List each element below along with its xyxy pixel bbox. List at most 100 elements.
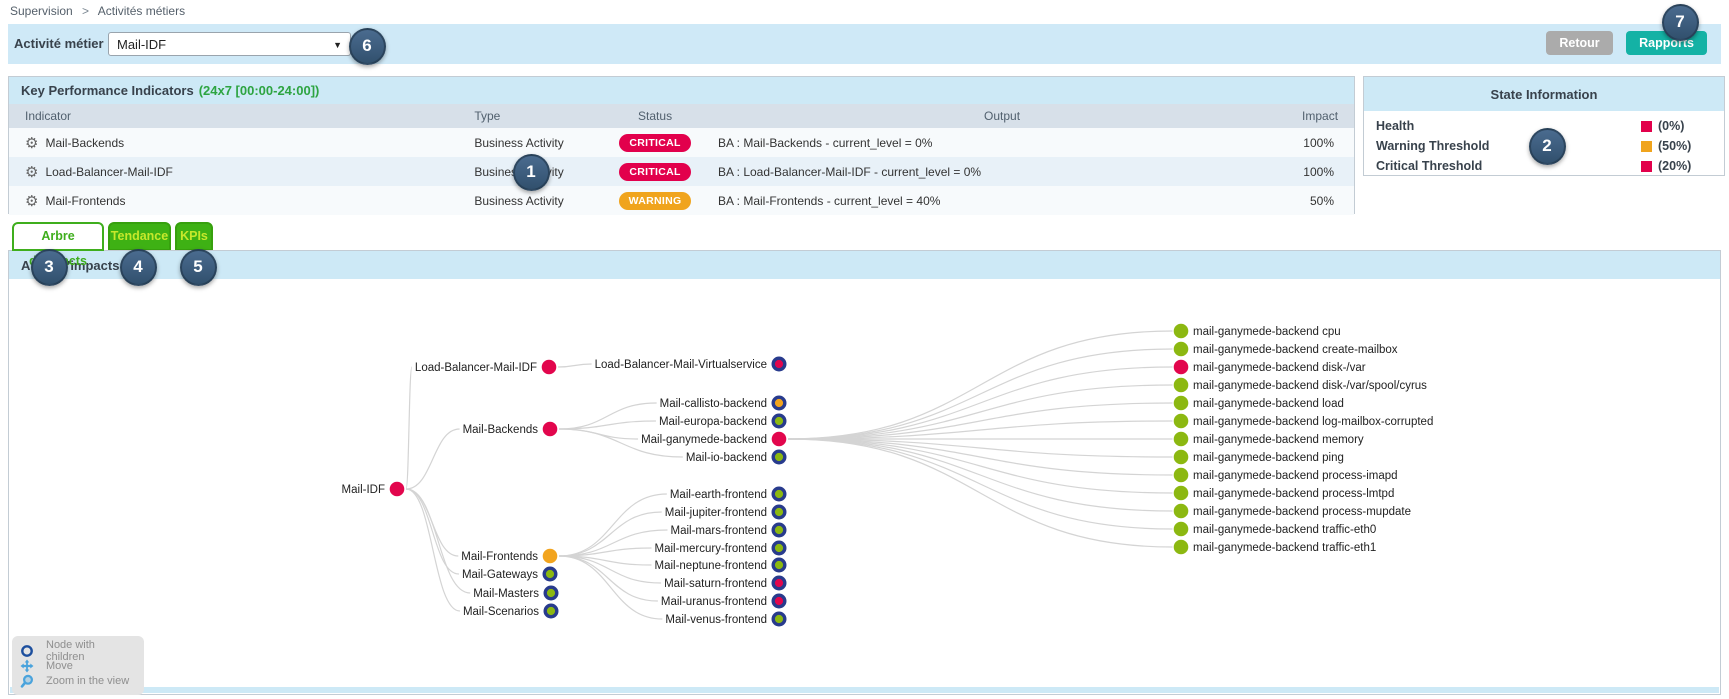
tree-node-load[interactable] xyxy=(1173,395,1189,411)
tree-node-neptune[interactable] xyxy=(771,557,787,573)
annotation-badge-7: 7 xyxy=(1661,3,1699,41)
status-badge: CRITICAL xyxy=(619,162,691,181)
kpi-indicator-name: Mail-Backends xyxy=(45,135,125,150)
tab-kpis[interactable]: KPIs xyxy=(175,222,213,251)
tree-node-callisto[interactable] xyxy=(771,395,787,411)
tab-tendance[interactable]: Tendance xyxy=(108,222,171,251)
kpi-column-header-indicator: Indicator xyxy=(25,109,72,123)
gear-icon[interactable]: ⚙ xyxy=(25,134,39,152)
breadcrumb-link-activites-metiers[interactable]: Activités métiers xyxy=(97,4,186,18)
kpi-row: ⚙ Mail-Frontends Business Activity WARNING B… xyxy=(9,186,1354,215)
impact-tree-panel: Arbre d'impacts xyxy=(8,250,1721,695)
kpi-column-header-status: Status xyxy=(638,109,673,123)
toolbar: Activité métier Mail-IDF ▼ Retour Rappor… xyxy=(8,24,1721,64)
legend-item-label: Node with children xyxy=(46,638,95,663)
state-info-row: Warning Threshold (50%) xyxy=(1364,136,1724,156)
tree-node-traffic-eth1[interactable] xyxy=(1173,539,1189,555)
state-info-value: (50%) xyxy=(1658,139,1692,153)
state-color-swatch xyxy=(1641,160,1652,172)
kpi-period-text: (24x7 [00:00-24:00]) xyxy=(198,83,320,98)
tree-node-traffic-eth0[interactable] xyxy=(1173,521,1189,537)
tab-arbre-d-impacts[interactable]: Arbre d'impacts xyxy=(12,222,104,268)
tree-node-uranus[interactable] xyxy=(771,593,787,609)
legend-item-label: Move xyxy=(46,659,73,672)
kpi-output: BA : Mail-Backends - current_level = 0% xyxy=(717,135,933,150)
state-info-value: (20%) xyxy=(1658,159,1692,173)
tree-node-jupiter[interactable] xyxy=(771,504,787,520)
select-caret-icon: ▼ xyxy=(333,40,342,50)
kpi-impact: 50% xyxy=(1309,193,1334,208)
kpi-type: Business Activity xyxy=(474,135,564,150)
tree-node-masters[interactable] xyxy=(543,585,559,601)
kpi-impact: 100% xyxy=(1303,135,1334,150)
tree-node-process-lmtpd[interactable] xyxy=(1173,485,1189,501)
tree-node-mail-idf[interactable] xyxy=(389,481,405,497)
tree-node-ping[interactable] xyxy=(1173,449,1189,465)
breadcrumb: Supervision > Activités métiers xyxy=(10,4,185,18)
annotation-badge-4: 4 xyxy=(119,248,157,286)
tree-node-io[interactable] xyxy=(771,449,787,465)
kpi-panel: Key Performance Indicators (24x7 [00:00-… xyxy=(8,76,1355,215)
business-activity-select[interactable]: Mail-IDF ▼ xyxy=(108,32,351,56)
tree-node-backends[interactable] xyxy=(542,421,558,437)
tree-node-vs[interactable] xyxy=(771,356,787,372)
kpi-table-body: ⚙ Mail-Backends Business Activity CRITICAL B… xyxy=(9,128,1354,215)
kpi-type: Business Activity xyxy=(474,193,564,208)
tree-node-lb[interactable] xyxy=(541,359,557,375)
state-info-row: Health (0%) xyxy=(1364,116,1724,136)
impact-tree-panel-footer xyxy=(10,687,1719,693)
status-badge: WARNING xyxy=(618,191,692,210)
node-with-children-icon xyxy=(20,644,40,658)
tree-node-scenarios[interactable] xyxy=(543,603,559,619)
tree-node-mercury[interactable] xyxy=(771,540,787,556)
legend-item-label: Zoom in the view xyxy=(46,674,130,687)
legend-item: Move xyxy=(20,658,136,673)
kpi-indicator-name: Load-Balancer-Mail-IDF xyxy=(45,164,173,179)
tree-node-mars[interactable] xyxy=(771,522,787,538)
gear-icon[interactable]: ⚙ xyxy=(25,192,39,210)
tree-node-create-mailbox[interactable] xyxy=(1173,341,1189,357)
tree-node-memory[interactable] xyxy=(1173,431,1189,447)
tree-node-process-imapd[interactable] xyxy=(1173,467,1189,483)
legend-item: Zoom in the view xyxy=(20,673,136,688)
kpi-title-text: Key Performance Indicators xyxy=(21,83,194,98)
business-activity-select-value: Mail-IDF xyxy=(117,37,167,52)
tree-node-cpu[interactable] xyxy=(1173,323,1189,339)
tree-node-log-mailbox[interactable] xyxy=(1173,413,1189,429)
retour-button[interactable]: Retour xyxy=(1546,31,1613,55)
impact-tree-canvas[interactable] xyxy=(10,279,1719,687)
tree-node-saturn[interactable] xyxy=(771,575,787,591)
tree-node-gateways[interactable] xyxy=(542,566,558,582)
state-information-body: Health (0%) Warning Threshold (50%) Critical… xyxy=(1364,111,1724,176)
tree-node-earth[interactable] xyxy=(771,486,787,502)
tree-node-process-mupdate[interactable] xyxy=(1173,503,1189,519)
tree-node-ganymede[interactable] xyxy=(771,431,787,447)
breadcrumb-link-supervision[interactable]: Supervision xyxy=(10,4,73,18)
tree-node-frontends[interactable] xyxy=(542,548,558,564)
zoom-icon xyxy=(20,674,40,688)
state-color-swatch xyxy=(1641,120,1652,132)
kpi-column-header-output: Output xyxy=(984,109,1021,123)
kpi-table-header: Indicator Type Status Output Impact xyxy=(9,104,1354,128)
breadcrumb-separator: > xyxy=(82,4,90,18)
tree-legend: Node with children Move Zoom in the view xyxy=(12,636,144,695)
kpi-output: BA : Mail-Frontends - current_level = 40… xyxy=(717,193,941,208)
kpi-output: BA : Load-Balancer-Mail-IDF - current_le… xyxy=(717,164,982,179)
state-info-value: (0%) xyxy=(1658,119,1685,133)
annotation-badge-1: 1 xyxy=(512,153,550,191)
status-badge: CRITICAL xyxy=(619,133,691,152)
state-info-label: Health xyxy=(1376,119,1415,133)
kpi-indicator-name: Mail-Frontends xyxy=(45,193,126,208)
business-activity-label: Activité métier xyxy=(14,36,104,51)
tree-node-venus[interactable] xyxy=(771,611,787,627)
tree-node-disk-var[interactable] xyxy=(1173,359,1189,375)
tree-node-disk-var-spool[interactable] xyxy=(1173,377,1189,393)
state-info-row: Critical Threshold (20%) xyxy=(1364,156,1724,176)
gear-icon[interactable]: ⚙ xyxy=(25,163,39,181)
kpi-column-header-impact: Impact xyxy=(1302,109,1339,123)
annotation-badge-6: 6 xyxy=(348,27,386,65)
move-icon xyxy=(20,659,40,673)
tree-node-europa[interactable] xyxy=(771,413,787,429)
